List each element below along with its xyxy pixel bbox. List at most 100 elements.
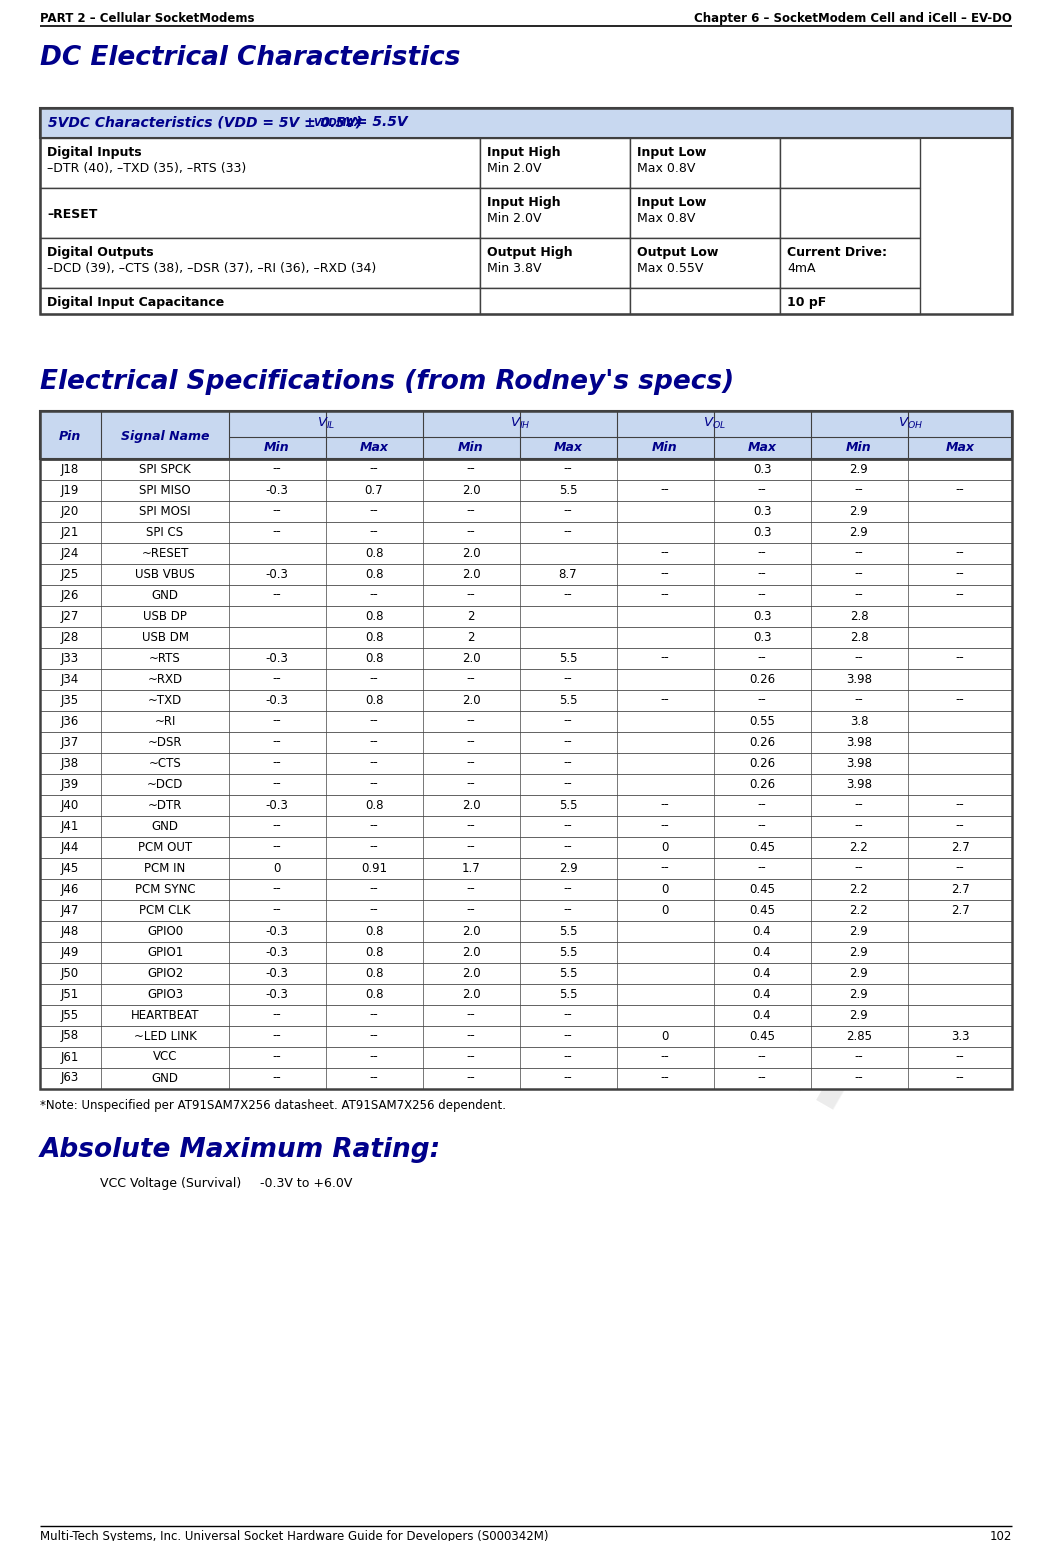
Text: --: -- (564, 840, 572, 854)
Text: J37: J37 (61, 735, 79, 749)
Text: J49: J49 (61, 946, 79, 959)
Text: Min 3.8V: Min 3.8V (487, 262, 542, 274)
Text: --: -- (272, 589, 281, 601)
Text: 0.8: 0.8 (365, 693, 383, 706)
Text: 2.0: 2.0 (462, 693, 481, 706)
Text: --: -- (564, 589, 572, 601)
Text: Signal Name: Signal Name (121, 430, 209, 442)
Text: 0.8: 0.8 (365, 610, 383, 623)
Text: Digital Inputs: Digital Inputs (47, 146, 142, 159)
Text: 0: 0 (662, 840, 669, 854)
Text: --: -- (955, 1071, 965, 1085)
Text: --: -- (272, 1051, 281, 1063)
Text: Max: Max (360, 441, 388, 455)
Text: 2.9: 2.9 (850, 946, 868, 959)
Text: SPI MISO: SPI MISO (139, 484, 190, 496)
Text: --: -- (467, 525, 476, 538)
Text: --: -- (757, 589, 766, 601)
Text: J51: J51 (61, 988, 79, 1000)
Text: -0.3: -0.3 (265, 966, 288, 980)
Text: PCM CLK: PCM CLK (139, 903, 190, 917)
Text: --: -- (467, 1051, 476, 1063)
Text: 1.7: 1.7 (462, 861, 481, 874)
Text: GND: GND (151, 820, 179, 832)
Text: ~DSR: ~DSR (147, 735, 182, 749)
Text: Min: Min (459, 441, 484, 455)
Text: --: -- (272, 735, 281, 749)
Text: --: -- (467, 778, 476, 791)
Text: 0.4: 0.4 (752, 966, 771, 980)
Bar (40, 985, 1012, 1005)
Text: DC Electrical Characteristics: DC Electrical Characteristics (40, 45, 461, 71)
Text: --: -- (369, 735, 379, 749)
Text: 2.0: 2.0 (462, 798, 481, 812)
Bar (40, 732, 1012, 754)
Text: 2.9: 2.9 (850, 1008, 868, 1022)
Text: –RESET: –RESET (47, 208, 98, 220)
Text: --: -- (564, 1029, 572, 1043)
Text: ~LED LINK: ~LED LINK (134, 1029, 197, 1043)
Text: -0.3: -0.3 (265, 925, 288, 937)
Text: --: -- (467, 820, 476, 832)
Text: Output Low: Output Low (638, 247, 719, 259)
Text: USB VBUS: USB VBUS (135, 567, 195, 581)
Text: HEARTBEAT: HEARTBEAT (130, 1008, 199, 1022)
Text: 5.5: 5.5 (559, 946, 578, 959)
Bar (40, 1026, 1012, 1046)
Text: Output High: Output High (487, 247, 572, 259)
Text: 2.7: 2.7 (951, 840, 969, 854)
Text: 2.9: 2.9 (850, 504, 868, 518)
Text: GPIO0: GPIO0 (147, 925, 183, 937)
Text: 0.8: 0.8 (365, 798, 383, 812)
Text: Max: Max (748, 441, 776, 455)
Text: 0: 0 (662, 903, 669, 917)
Text: Min: Min (264, 441, 289, 455)
Bar (40, 411, 1012, 459)
Text: --: -- (564, 672, 572, 686)
Text: --: -- (757, 693, 766, 706)
Text: Max: Max (553, 441, 583, 455)
Text: 2: 2 (467, 630, 474, 644)
Text: --: -- (564, 757, 572, 769)
Text: 0: 0 (662, 1029, 669, 1043)
Text: 5VDC Characteristics (VDD = 5V ± 0.5V): 5VDC Characteristics (VDD = 5V ± 0.5V) (48, 116, 362, 129)
Text: J63: J63 (61, 1071, 79, 1085)
Text: --: -- (661, 820, 669, 832)
Text: Max 0.8V: Max 0.8V (638, 162, 695, 176)
Text: 0.45: 0.45 (749, 883, 775, 895)
Text: Input Low: Input Low (638, 196, 706, 210)
Text: GPIO1: GPIO1 (147, 946, 183, 959)
Text: --: -- (955, 652, 965, 664)
Text: 5.5: 5.5 (559, 925, 578, 937)
Text: = 5.5V: = 5.5V (351, 116, 407, 129)
Text: --: -- (564, 820, 572, 832)
Text: 0.8: 0.8 (365, 567, 383, 581)
Text: USB DM: USB DM (142, 630, 188, 644)
Text: Min: Min (846, 441, 872, 455)
Text: ~CTS: ~CTS (148, 757, 181, 769)
Text: J25: J25 (61, 567, 79, 581)
Text: --: -- (564, 903, 572, 917)
Text: 2.9: 2.9 (850, 525, 868, 538)
Bar (40, 564, 1012, 586)
Text: --: -- (369, 1051, 379, 1063)
Bar (40, 690, 1012, 710)
Text: --: -- (272, 504, 281, 518)
Text: --: -- (369, 903, 379, 917)
Text: 2.0: 2.0 (462, 484, 481, 496)
Text: J48: J48 (61, 925, 79, 937)
Text: $V_{IL}$: $V_{IL}$ (317, 416, 336, 431)
Text: --: -- (369, 589, 379, 601)
Text: Input High: Input High (487, 146, 561, 159)
Text: --: -- (467, 883, 476, 895)
Text: 0.3: 0.3 (753, 525, 771, 538)
Text: --: -- (564, 1008, 572, 1022)
Text: --: -- (467, 462, 476, 476)
Bar (40, 858, 1012, 878)
Text: --: -- (661, 567, 669, 581)
Text: 0.4: 0.4 (752, 988, 771, 1000)
Text: --: -- (854, 1051, 864, 1063)
Text: --: -- (272, 757, 281, 769)
Text: Min: Min (652, 441, 677, 455)
Bar (780, 288, 920, 314)
